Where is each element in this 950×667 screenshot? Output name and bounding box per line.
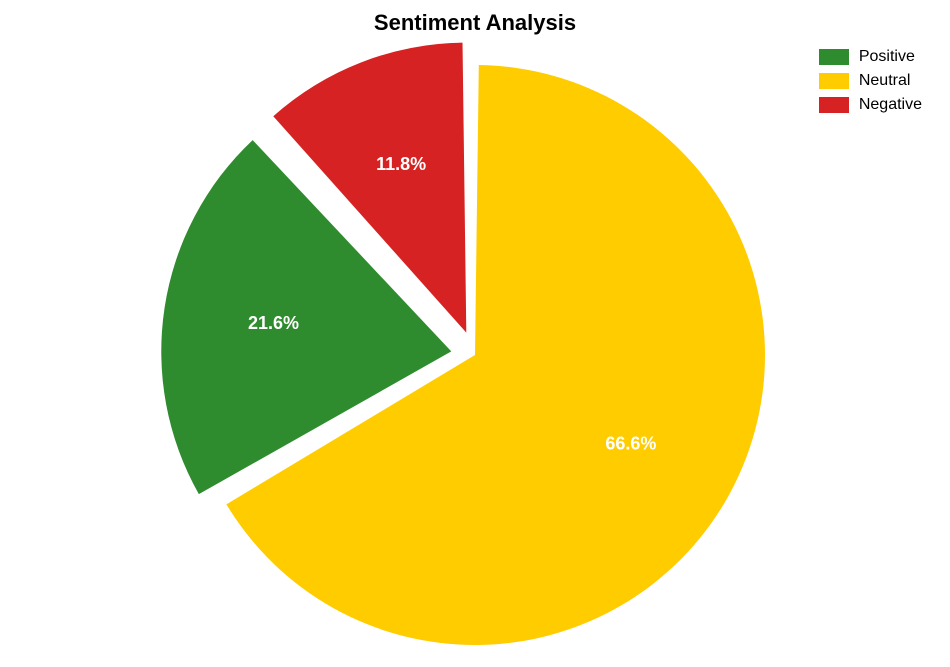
legend-item-neutral: Neutral — [819, 72, 922, 90]
legend-item-negative: Negative — [819, 96, 922, 114]
pie-label-positive: 21.6% — [248, 313, 299, 333]
pie-chart-svg: 66.6% 21.6% 11.8% — [0, 40, 950, 662]
legend-label-neutral: Neutral — [859, 72, 911, 90]
legend-swatch-negative — [819, 97, 849, 113]
legend: Positive Neutral Negative — [819, 48, 922, 114]
pie-label-neutral: 66.6% — [605, 433, 656, 453]
chart-area: 66.6% 21.6% 11.8% — [0, 40, 950, 662]
legend-label-negative: Negative — [859, 96, 922, 114]
chart-title: Sentiment Analysis — [374, 10, 576, 36]
legend-label-positive: Positive — [859, 48, 915, 66]
legend-swatch-neutral — [819, 73, 849, 89]
legend-item-positive: Positive — [819, 48, 922, 66]
legend-swatch-positive — [819, 49, 849, 65]
pie-label-negative: 11.8% — [376, 154, 426, 174]
